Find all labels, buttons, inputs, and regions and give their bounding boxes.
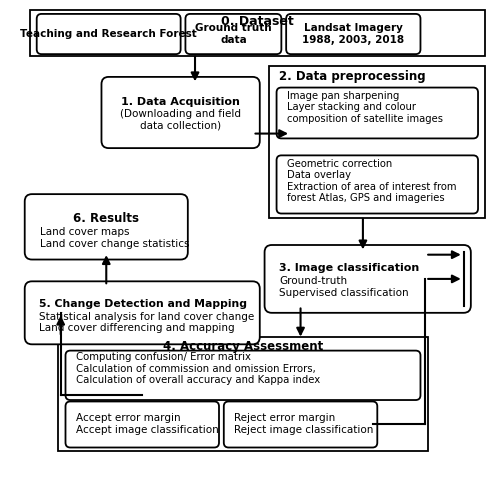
FancyBboxPatch shape: [276, 88, 478, 138]
Text: 1. Data Acquisition: 1. Data Acquisition: [121, 97, 240, 107]
Text: 2. Data preprocessing: 2. Data preprocessing: [279, 70, 426, 83]
FancyBboxPatch shape: [264, 245, 471, 313]
FancyBboxPatch shape: [36, 14, 180, 54]
FancyBboxPatch shape: [102, 77, 260, 148]
FancyBboxPatch shape: [224, 401, 378, 447]
Text: 3. Image classification: 3. Image classification: [279, 263, 419, 273]
Text: Geometric correction
Data overlay
Extraction of area of interest from
forest Atl: Geometric correction Data overlay Extrac…: [287, 159, 456, 203]
Text: Teaching and Research Forest: Teaching and Research Forest: [20, 29, 197, 39]
Text: Ground truth
data: Ground truth data: [195, 23, 272, 45]
Text: 0. Dataset: 0. Dataset: [221, 15, 294, 28]
FancyBboxPatch shape: [24, 194, 188, 260]
FancyBboxPatch shape: [286, 14, 420, 54]
FancyBboxPatch shape: [30, 10, 485, 56]
Text: Reject error margin
Reject image classification: Reject error margin Reject image classif…: [234, 414, 374, 435]
Text: 5. Change Detection and Mapping: 5. Change Detection and Mapping: [39, 299, 247, 309]
Text: 6. Results: 6. Results: [74, 212, 140, 225]
FancyBboxPatch shape: [24, 281, 260, 344]
FancyBboxPatch shape: [186, 14, 282, 54]
FancyBboxPatch shape: [66, 351, 420, 400]
Text: Accept error margin
Accept image classification: Accept error margin Accept image classif…: [76, 414, 219, 435]
Text: Image pan sharpening
Layer stacking and colour
composition of satellite images: Image pan sharpening Layer stacking and …: [287, 91, 443, 124]
Text: Statistical analysis for land cover change
Land cover differencing and mapping: Statistical analysis for land cover chan…: [39, 312, 254, 333]
Text: (Downloading and field
data collection): (Downloading and field data collection): [120, 109, 241, 131]
FancyBboxPatch shape: [270, 66, 485, 219]
FancyBboxPatch shape: [66, 401, 219, 447]
Text: Ground-truth
Supervised classification: Ground-truth Supervised classification: [279, 276, 408, 298]
Text: Landsat Imagery
1988, 2003, 2018: Landsat Imagery 1988, 2003, 2018: [302, 23, 404, 45]
Text: Land cover maps
Land cover change statistics: Land cover maps Land cover change statis…: [40, 227, 189, 248]
FancyBboxPatch shape: [58, 337, 428, 451]
Text: Computing confusion/ Error matrix
Calculation of commission and omission Errors,: Computing confusion/ Error matrix Calcul…: [76, 352, 320, 385]
FancyBboxPatch shape: [276, 155, 478, 214]
Text: 4. Accuracy Assessment: 4. Accuracy Assessment: [163, 340, 323, 353]
